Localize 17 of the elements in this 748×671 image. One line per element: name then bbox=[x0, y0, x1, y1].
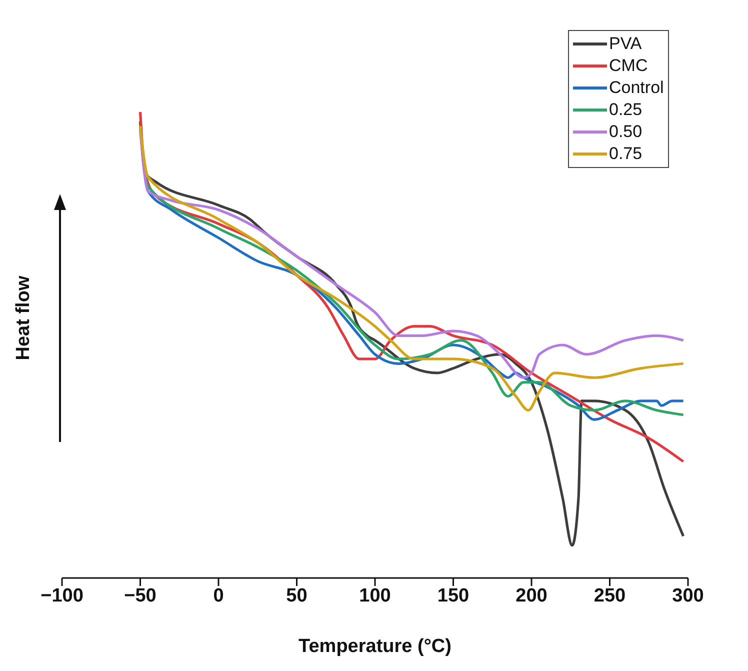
x-tick-label: 0 bbox=[213, 585, 224, 606]
legend-label: 0.50 bbox=[609, 122, 642, 142]
x-tick-label: 250 bbox=[594, 585, 626, 606]
x-axis-title: Temperature (°C) bbox=[298, 636, 452, 657]
legend-label: PVA bbox=[609, 34, 642, 54]
x-tick-label: 50 bbox=[286, 585, 308, 606]
x-tick-label: 100 bbox=[359, 585, 391, 606]
x-tick-label: 200 bbox=[516, 585, 548, 606]
legend-label: Control bbox=[609, 78, 664, 98]
y-axis-title: Heat flow bbox=[13, 276, 35, 360]
legend-label: 0.25 bbox=[609, 100, 642, 120]
legend-label: CMC bbox=[609, 56, 648, 76]
x-tick-label: −100 bbox=[40, 585, 84, 606]
x-tick-label: 300 bbox=[672, 585, 704, 606]
legend-label: 0.75 bbox=[609, 144, 642, 164]
x-tick-label: −50 bbox=[124, 585, 156, 606]
x-tick-label: 150 bbox=[437, 585, 470, 606]
